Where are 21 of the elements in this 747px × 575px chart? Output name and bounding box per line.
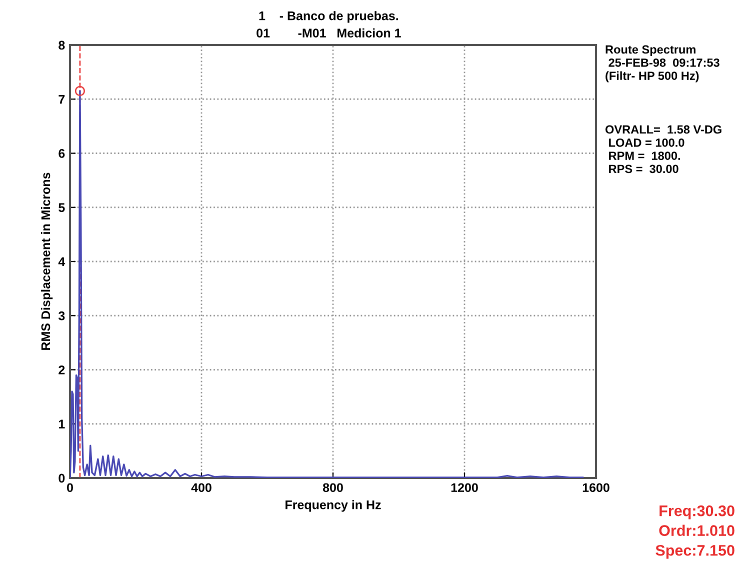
x-tick-label: 0	[67, 483, 73, 492]
x-tick-label: 400	[191, 483, 212, 492]
y-tick-label: 8	[58, 40, 65, 50]
y-tick-label: 0	[58, 474, 65, 483]
y-tick-label: 2	[58, 366, 65, 374]
x-tick-label: 1200	[451, 483, 478, 492]
y-tick-label: 6	[58, 149, 65, 158]
y-tick-label: 1	[58, 420, 65, 428]
chart-title: 1 - Banco de pruebas.	[259, 11, 398, 23]
chart-subtitle: 01 -M01 Medicion 1	[256, 28, 401, 38]
text: Freq:30.30 Ordr:1.010 Spec:7.150	[656, 505, 734, 559]
y-tick-label: 3	[58, 311, 65, 320]
x-tick-label: 1600	[582, 483, 610, 492]
y-tick-label: 7	[58, 95, 65, 104]
y-tick-label: 5	[58, 203, 65, 212]
x-axis-title: Frequency in Hz	[286, 500, 381, 512]
y-tick-label: 4	[58, 257, 66, 266]
y-axis-title: RMS Displacement in Microns	[40, 172, 53, 350]
x-tick-label: 800	[322, 483, 343, 492]
text: OVRALL= 1.58 V-DG LOAD = 100.0 RPM = 1800. RPS = 30.00	[605, 125, 722, 174]
text: Route Spectrum 25-FEB-98 09:17:53 (Filtr- HP 500 Hz)	[606, 45, 720, 82]
